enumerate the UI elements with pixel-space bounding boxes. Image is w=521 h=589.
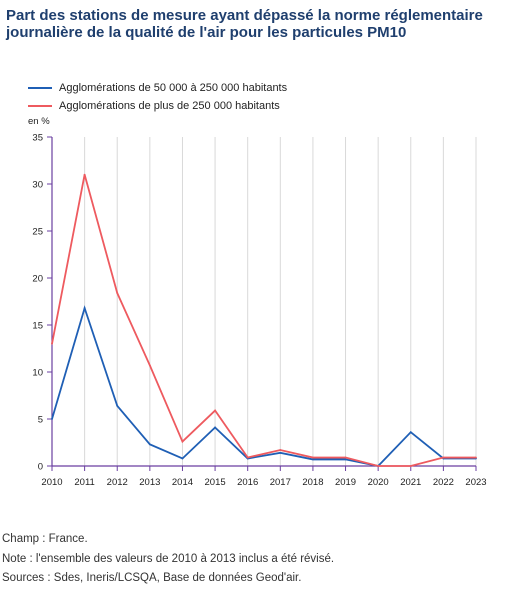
y-tick-label: 0 [38, 462, 43, 473]
data-point [214, 409, 216, 412]
y-tick-label: 15 [32, 321, 43, 332]
legend-item-small-agglomerations: Agglomérations de 50 000 à 250 000 habit… [28, 79, 287, 97]
data-point [51, 342, 53, 345]
data-point [279, 449, 282, 451]
data-point [279, 451, 282, 454]
chart-title: Part des stations de mesure ayant dépass… [6, 7, 483, 41]
data-point [409, 431, 412, 434]
note-revision: Note : l'ensemble des valeurs de 2010 à … [2, 552, 335, 565]
data-point [409, 465, 412, 467]
legend-item-large-agglomerations: Agglomérations de plus de 250 000 habita… [28, 97, 287, 115]
x-tick-label: 2013 [139, 477, 160, 488]
series-line-1 [51, 174, 476, 467]
legend-swatch-red [28, 105, 52, 107]
data-point [344, 456, 347, 459]
y-tick-label: 25 [32, 227, 43, 238]
data-point [148, 443, 151, 446]
data-point [181, 440, 184, 443]
chart-notes: Champ : France. Note : l'ensemble des va… [2, 530, 334, 589]
x-tick-label: 2016 [237, 477, 258, 488]
data-point [83, 307, 86, 309]
x-tick-label: 2020 [368, 477, 389, 488]
data-point [51, 418, 53, 420]
y-axis-unit-label: en % [28, 116, 50, 127]
data-point [116, 404, 119, 407]
data-point [312, 456, 314, 459]
line-chart: 0 5 10 15 20 25 30 35 2010 2011 2012 2013 2014 2015 20… [32, 133, 486, 489]
y-tick-label: 5 [38, 415, 43, 426]
y-tick-label: 10 [32, 368, 43, 379]
data-point [377, 465, 380, 467]
x-tick-label: 2018 [302, 477, 323, 488]
x-tick-label: 2023 [465, 477, 486, 488]
data-point [475, 456, 477, 459]
data-point [214, 426, 216, 429]
x-tick-label: 2019 [335, 477, 356, 488]
y-tick-label: 35 [32, 133, 43, 144]
legend-label: Agglomérations de 50 000 à 250 000 habit… [59, 82, 288, 94]
x-tick-label: 2014 [172, 477, 193, 488]
series-line-0 [51, 305, 476, 467]
legend: Agglomérations de 50 000 à 250 000 habit… [28, 79, 287, 115]
data-point [83, 173, 86, 176]
y-tick-label: 20 [32, 274, 43, 285]
legend-swatch-blue [28, 87, 52, 89]
y-tick-label: 30 [32, 180, 43, 191]
x-tick-label: 2017 [270, 477, 291, 488]
x-tick-label: 2012 [107, 477, 128, 488]
note-sources: Sources : Sdes, Ineris/LCSQA, Base de do… [2, 572, 302, 584]
x-tick-label: 2011 [74, 477, 94, 488]
x-tick-label: 2010 [41, 477, 62, 488]
data-point [344, 458, 347, 461]
x-tick-label: 2022 [433, 477, 454, 488]
x-tick-label: 2021 [400, 477, 421, 488]
x-tick-label: 2015 [205, 477, 226, 488]
data-point [246, 456, 249, 459]
note-scope: Champ : France. [2, 533, 88, 545]
data-point [116, 292, 119, 294]
legend-label: Agglomérations de plus de 250 000 habita… [59, 100, 280, 112]
data-point [442, 456, 445, 459]
data-point [181, 457, 184, 460]
data-point [312, 458, 314, 461]
data-point [148, 364, 151, 367]
